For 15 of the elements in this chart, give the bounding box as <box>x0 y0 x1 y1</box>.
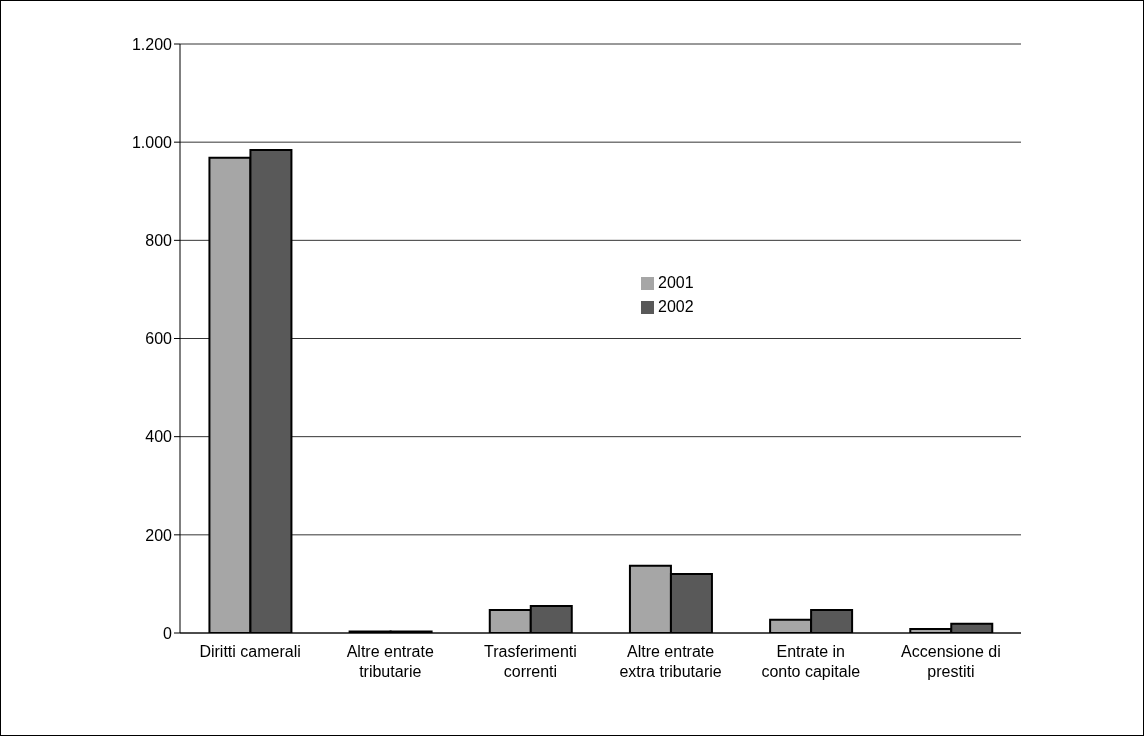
legend-label: 2002 <box>658 298 694 315</box>
y-tick-label: 1.000 <box>131 133 173 151</box>
legend-label: 2001 <box>658 274 694 291</box>
x-tick-label: Diritti camerali <box>199 643 301 660</box>
x-tick-label: Altre entrate extra tributarie <box>619 643 722 680</box>
y-tick-label: 600 <box>145 330 173 348</box>
y-tick-label: 0 <box>163 624 173 642</box>
y-tick-label: 800 <box>145 232 173 250</box>
x-tick-label: Trasferimenti correnti <box>484 643 577 680</box>
y-tick-label: 400 <box>145 428 173 446</box>
y-tick-label: 1.200 <box>131 35 173 53</box>
x-tick-label: Altre entrate tributarie <box>346 643 434 680</box>
x-tick-label: Accensione di prestiti <box>901 643 1001 680</box>
y-tick-label: 200 <box>145 526 173 544</box>
x-tick-label: Entrate in conto capitale <box>761 643 861 680</box>
